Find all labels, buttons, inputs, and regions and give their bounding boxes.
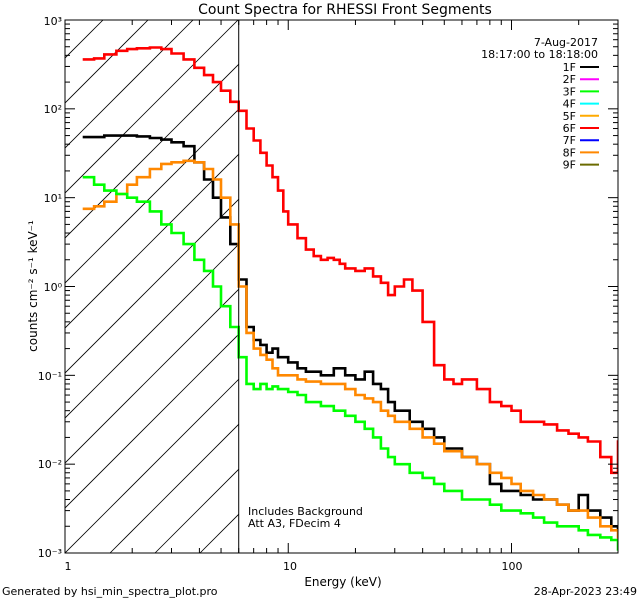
legend-label-7F: 7F: [563, 134, 576, 147]
legend-label-6F: 6F: [563, 122, 576, 135]
y-tick-label-1e-1: 10⁻¹: [38, 370, 62, 383]
generated-by-label: Generated by hsi_min_spectra_plot.pro: [2, 585, 218, 598]
date-label: 7-Aug-2017: [534, 36, 598, 49]
axis-ticks: [64, 19, 619, 554]
hatch-line: [109, 423, 239, 553]
legend-label-9F: 9F: [563, 159, 576, 172]
legend-label-2F: 2F: [563, 73, 576, 86]
plot-frame: [64, 19, 619, 554]
x-tick-label-10: 10: [283, 560, 297, 573]
chart-title: Count Spectra for RHESSI Front Segments: [198, 2, 492, 18]
hatch-line: [245, 0, 640, 553]
annotation-attenuator: Att A3, FDecim 4: [248, 517, 341, 530]
hatch-line: [65, 20, 194, 149]
hatch-line: [380, 0, 640, 553]
y-tick-label-1e2: 10²: [44, 103, 62, 116]
hatch-line: [515, 0, 640, 553]
hatch-line: [65, 333, 239, 509]
hatch-line: [65, 20, 104, 59]
hatch-line: [290, 0, 640, 553]
y-tick-label-1e-2: 10⁻²: [38, 458, 62, 471]
y-tick-label-1e-3: 10⁻³: [38, 547, 62, 560]
x-tick-label-1: 1: [65, 560, 72, 573]
hatch-line: [65, 20, 239, 194]
hatch-lines: [0, 0, 640, 553]
legend-label-8F: 8F: [563, 146, 576, 159]
hatch-line: [65, 20, 149, 104]
hatch-line: [65, 153, 239, 329]
y-tick-label-1e3: 10³: [44, 15, 62, 28]
hatch-line: [0, 0, 125, 553]
annotation-background: Includes Background: [248, 505, 363, 518]
hatch-line: [65, 198, 239, 374]
series-line-6F: [82, 46, 618, 475]
time-range-label: 18:17:00 to 18:18:00: [481, 48, 598, 61]
hatch-line: [65, 108, 239, 284]
y-tick-label-1e0: 10⁰: [44, 281, 63, 294]
hatch-line: [425, 0, 640, 553]
hatched-region: [0, 0, 640, 553]
hatch-line: [65, 288, 239, 464]
series-layer: [82, 46, 618, 551]
hatch-line: [65, 243, 239, 419]
x-axis-label: Energy (keV): [304, 575, 381, 589]
timestamp-label: 28-Apr-2023 23:49: [534, 585, 637, 598]
x-tick-label-100: 100: [502, 560, 523, 573]
legend-label-4F: 4F: [563, 98, 576, 111]
hatch-line: [470, 0, 640, 553]
legend-label-1F: 1F: [563, 61, 576, 74]
legend-label-5F: 5F: [563, 110, 576, 123]
hatch-line: [65, 378, 239, 553]
series-line-3F: [82, 175, 618, 551]
series-line-1F: [82, 134, 618, 532]
y-axis-label: counts cm⁻² s⁻¹ keV⁻¹: [26, 220, 40, 352]
y-tick-label-1e1: 10¹: [44, 192, 62, 205]
legend-label-3F: 3F: [563, 85, 576, 98]
series-line-8F: [82, 159, 618, 539]
